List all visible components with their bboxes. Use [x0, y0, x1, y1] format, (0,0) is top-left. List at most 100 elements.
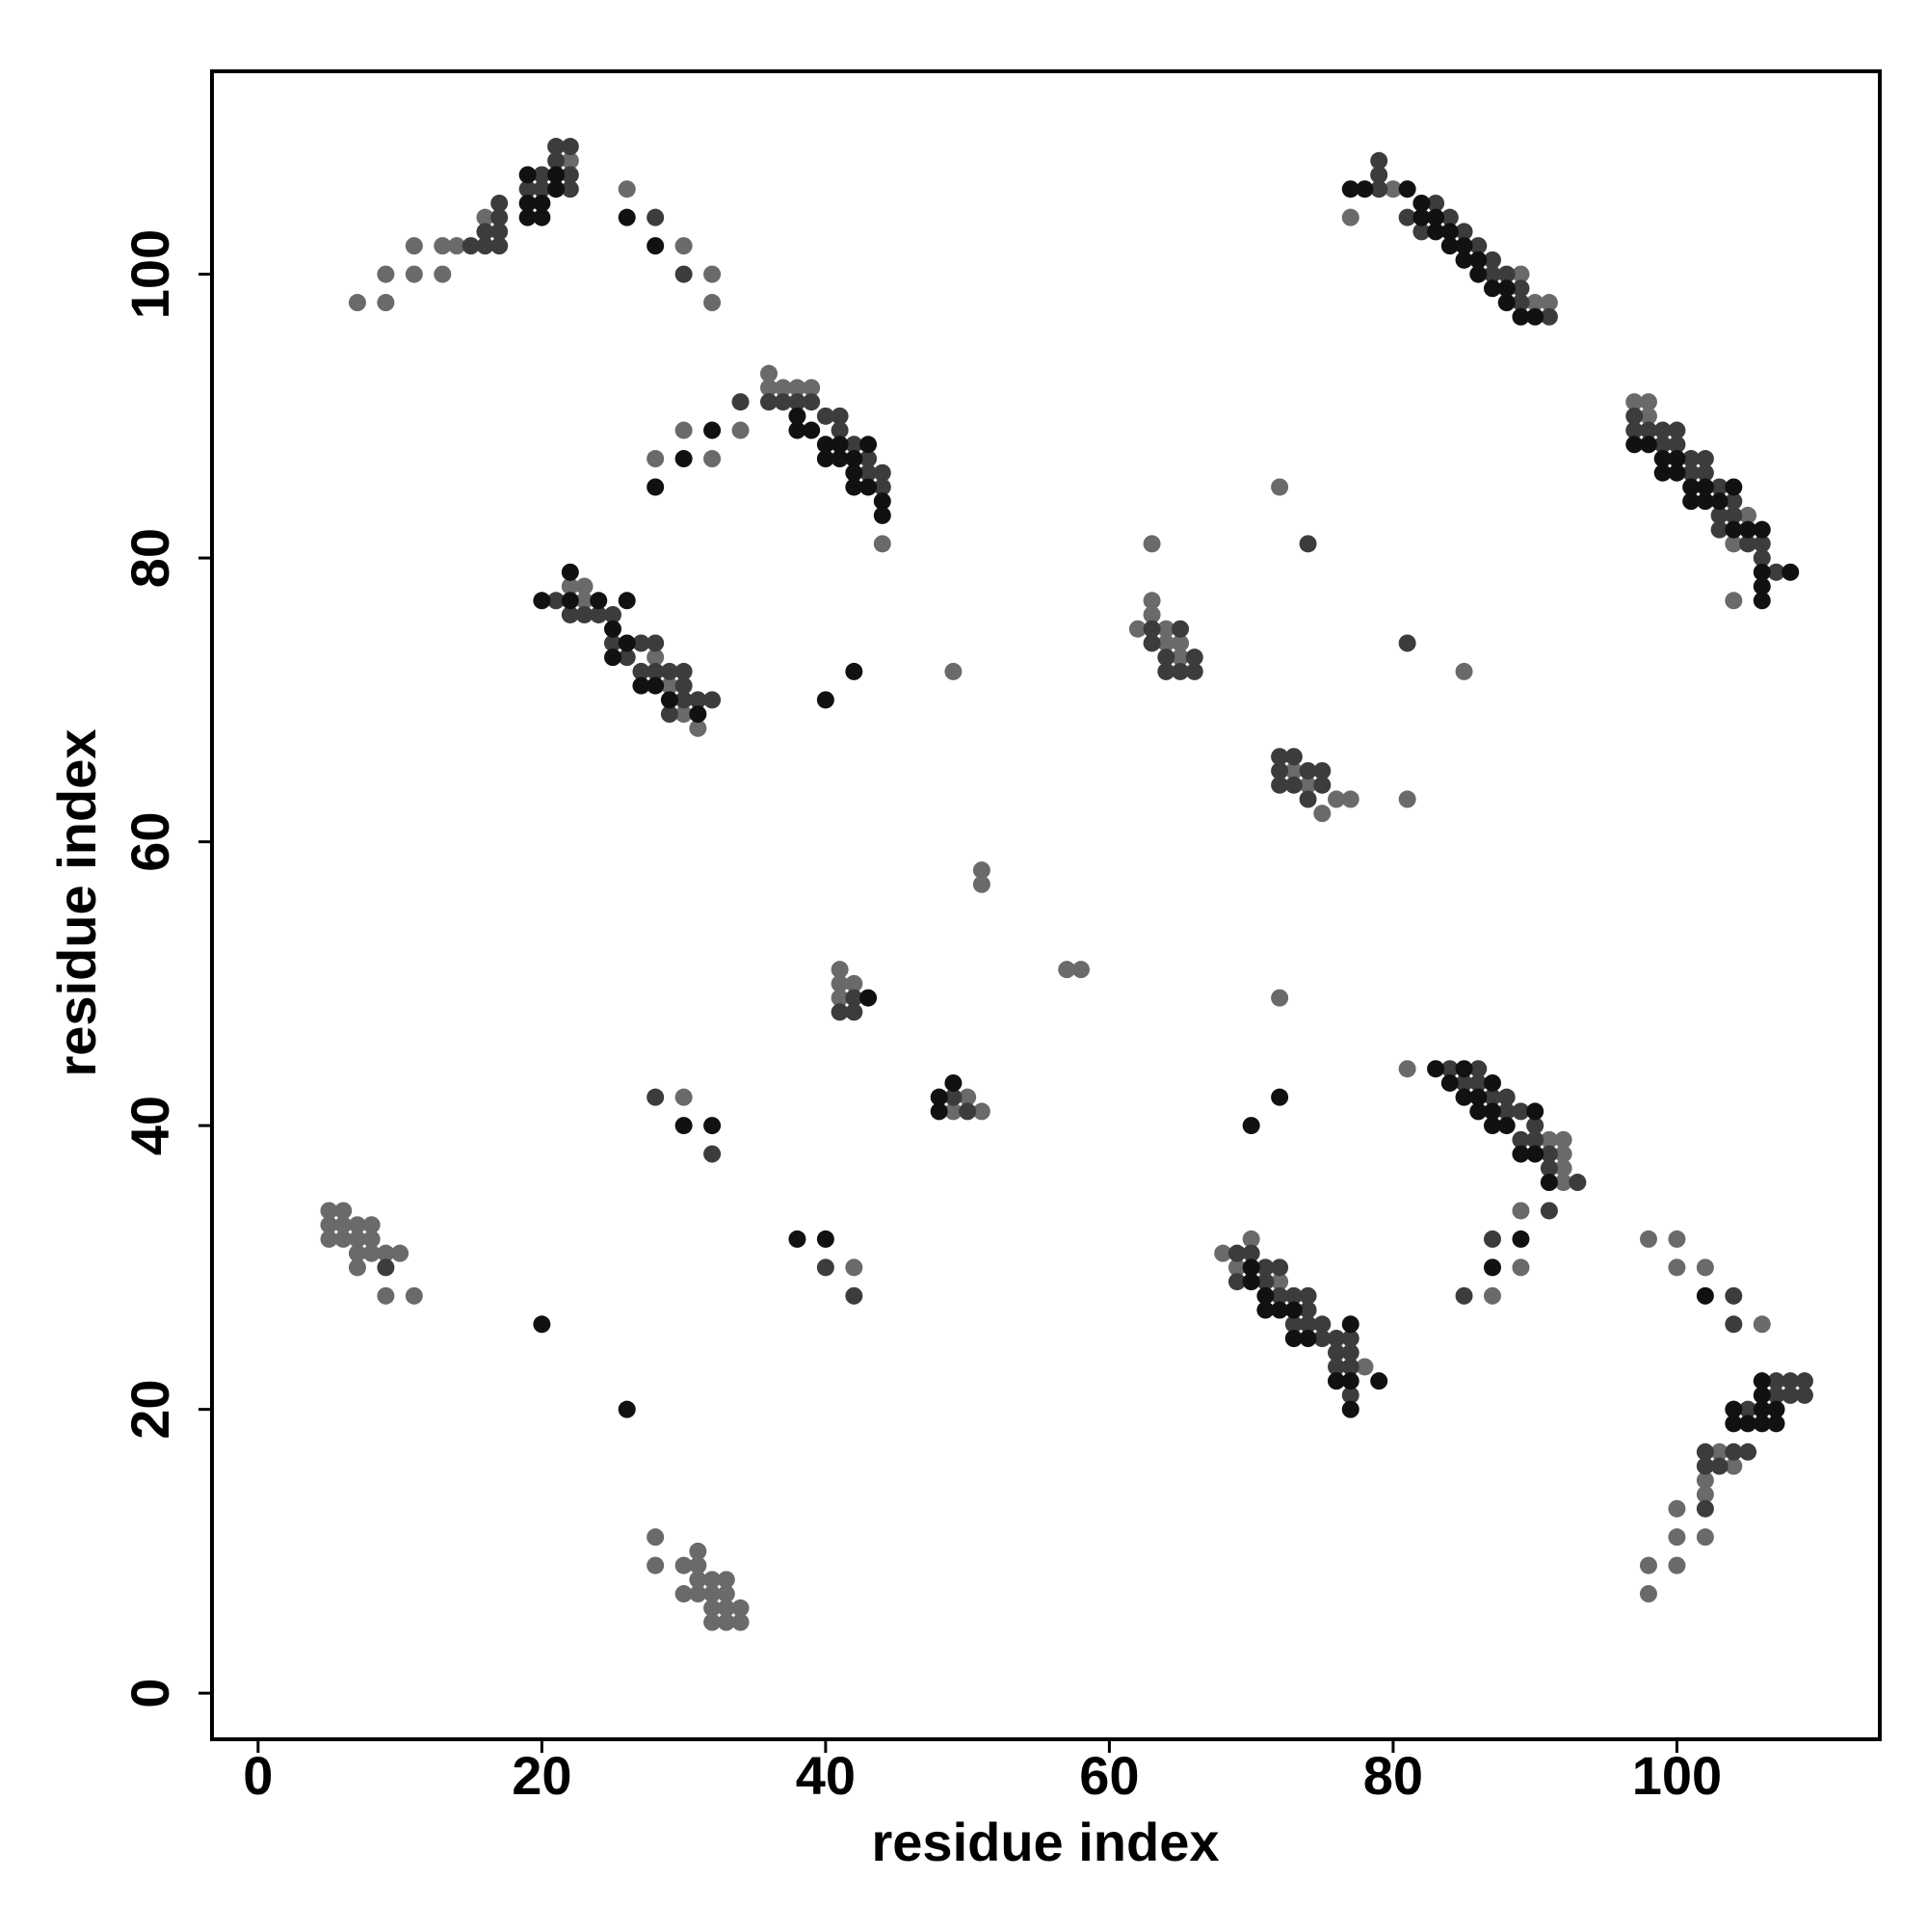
- point: [1299, 790, 1317, 808]
- point: [1455, 1073, 1473, 1092]
- point: [1341, 1358, 1359, 1376]
- point: [1412, 208, 1431, 226]
- point: [1512, 1230, 1530, 1248]
- point: [334, 1202, 353, 1220]
- point: [533, 592, 551, 610]
- point: [1682, 478, 1701, 496]
- point: [1782, 1372, 1800, 1390]
- point: [1356, 180, 1374, 198]
- point: [1483, 1073, 1501, 1092]
- point: [1554, 1130, 1572, 1149]
- point: [831, 436, 849, 454]
- point: [1440, 223, 1459, 241]
- point: [1710, 1442, 1729, 1461]
- point: [561, 577, 579, 595]
- point: [1172, 662, 1190, 680]
- point: [1328, 1372, 1346, 1390]
- point: [873, 463, 891, 482]
- point: [1271, 1301, 1289, 1319]
- point: [618, 180, 636, 198]
- point: [859, 450, 878, 468]
- point: [1483, 265, 1501, 283]
- point: [1795, 1372, 1813, 1390]
- point: [647, 676, 665, 695]
- point: [1682, 450, 1701, 468]
- point: [674, 1556, 693, 1575]
- point: [1455, 662, 1473, 680]
- point: [972, 875, 990, 893]
- point: [1668, 1528, 1686, 1547]
- point: [1071, 961, 1090, 979]
- point: [1668, 421, 1686, 439]
- point: [1143, 592, 1161, 610]
- point: [788, 1230, 806, 1248]
- point: [647, 634, 665, 652]
- point: [1341, 790, 1359, 808]
- point: [759, 379, 778, 397]
- point: [1299, 535, 1317, 553]
- point: [1753, 563, 1771, 581]
- point: [1313, 761, 1332, 780]
- point: [1242, 1230, 1260, 1248]
- point: [490, 223, 509, 241]
- point: [816, 407, 834, 425]
- point: [1696, 1442, 1714, 1461]
- point: [1739, 1400, 1757, 1418]
- point: [518, 208, 537, 226]
- point: [320, 1230, 338, 1248]
- point: [1455, 237, 1473, 255]
- point: [434, 265, 452, 283]
- y-tick-label: 0: [119, 1679, 180, 1708]
- point: [362, 1244, 381, 1262]
- point: [873, 506, 891, 524]
- y-axis-title: residue index: [46, 728, 107, 1076]
- point: [1284, 1286, 1303, 1305]
- point: [618, 592, 636, 610]
- point: [1341, 180, 1359, 198]
- point: [1341, 1400, 1359, 1418]
- point: [1668, 1499, 1686, 1518]
- point: [1625, 436, 1644, 454]
- point: [1284, 748, 1303, 766]
- point: [1653, 450, 1672, 468]
- x-tick-label: 100: [1632, 1745, 1722, 1806]
- point: [1299, 1301, 1317, 1319]
- point: [1157, 648, 1175, 667]
- point: [1512, 1145, 1530, 1163]
- point: [1328, 790, 1346, 808]
- point: [1753, 1415, 1771, 1433]
- point: [334, 1216, 353, 1234]
- point: [1271, 748, 1289, 766]
- y-tick-label: 80: [119, 528, 180, 588]
- point: [1526, 1102, 1544, 1121]
- point: [1753, 592, 1771, 610]
- point: [1370, 151, 1388, 170]
- point: [1227, 1273, 1246, 1291]
- point: [703, 1613, 722, 1631]
- point: [618, 208, 636, 226]
- point: [1682, 492, 1701, 511]
- point: [1483, 279, 1501, 298]
- point: [377, 1258, 395, 1277]
- point: [1696, 1471, 1714, 1490]
- point: [1512, 279, 1530, 298]
- point: [575, 592, 594, 610]
- point: [759, 364, 778, 383]
- point: [660, 676, 678, 695]
- point: [717, 1571, 735, 1589]
- point: [1512, 265, 1530, 283]
- point: [1313, 776, 1332, 794]
- point: [1469, 1060, 1488, 1078]
- point: [1242, 1244, 1260, 1262]
- point: [533, 1315, 551, 1334]
- point: [1172, 620, 1190, 638]
- point: [1143, 620, 1161, 638]
- point: [788, 379, 806, 397]
- point: [1299, 1286, 1317, 1305]
- point: [1172, 634, 1190, 652]
- point: [972, 1102, 990, 1121]
- point: [1058, 961, 1076, 979]
- point: [1483, 1102, 1501, 1121]
- point: [1725, 592, 1743, 610]
